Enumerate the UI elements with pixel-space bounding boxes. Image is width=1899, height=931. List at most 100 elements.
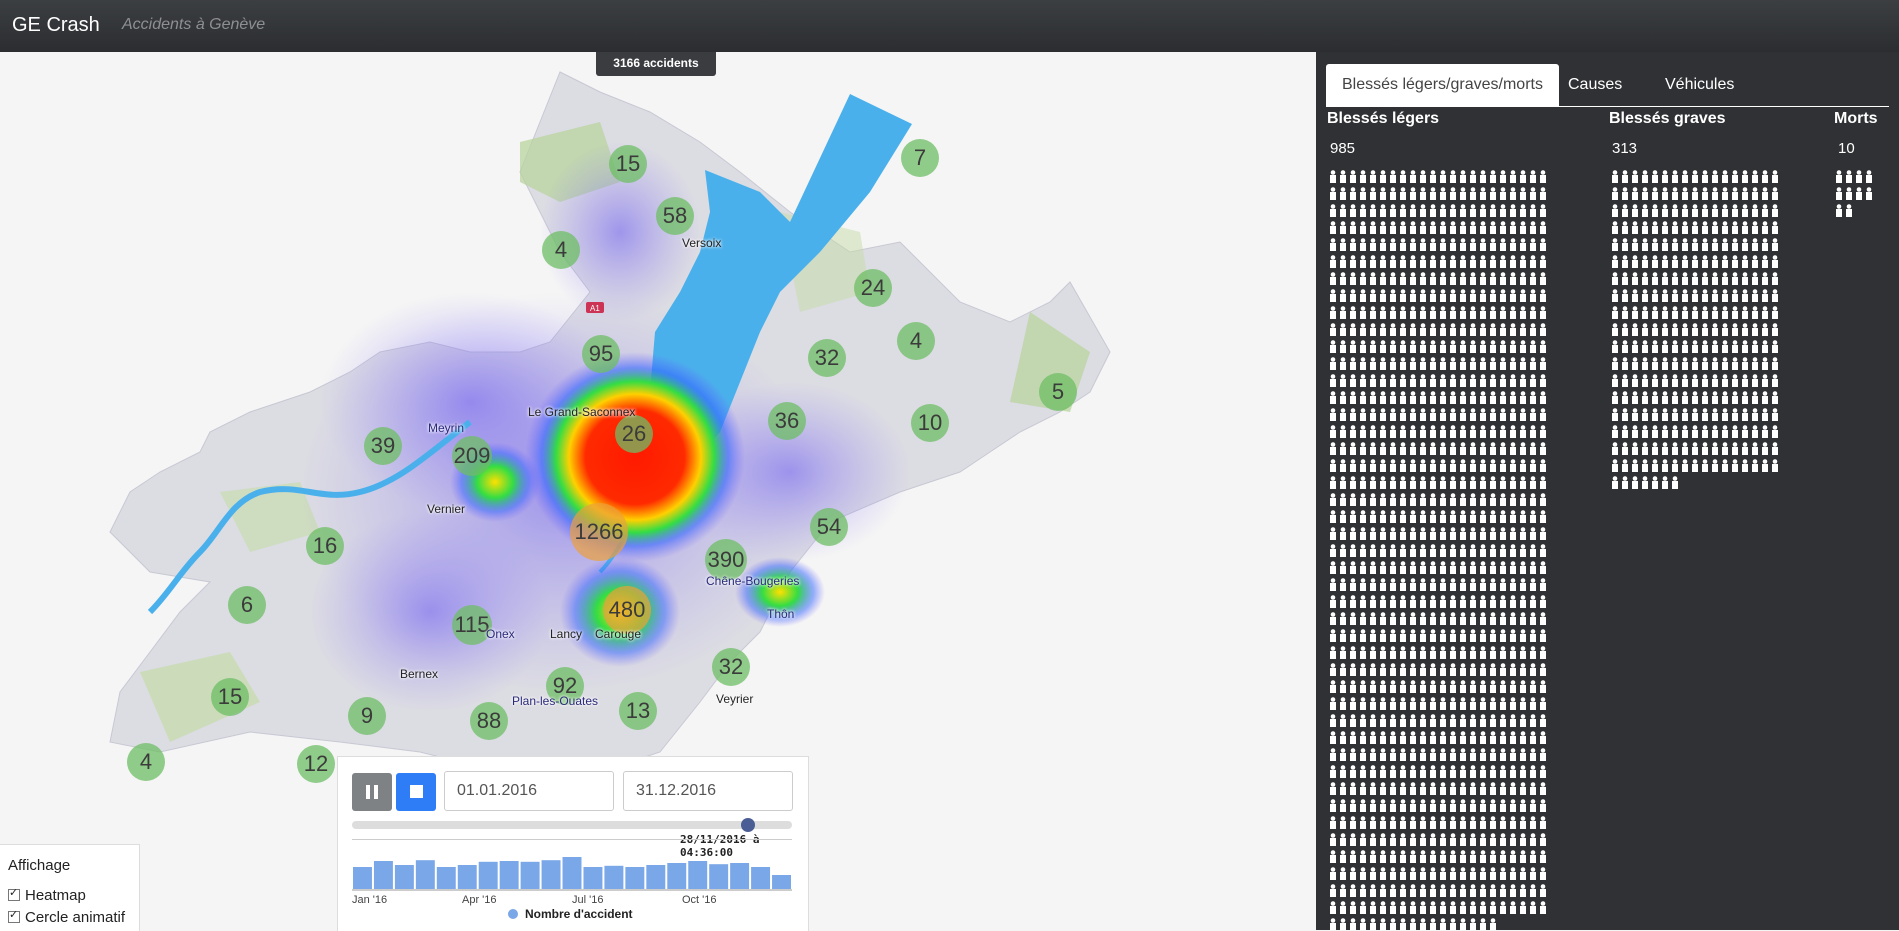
person-icon xyxy=(1480,629,1486,642)
cluster-marker[interactable]: 13 xyxy=(619,692,657,730)
person-icon xyxy=(1510,850,1516,863)
cluster-marker[interactable]: 15 xyxy=(211,678,249,716)
person-icon xyxy=(1420,493,1426,506)
cluster-marker[interactable]: 58 xyxy=(656,197,694,235)
person-icon xyxy=(1520,306,1526,319)
person-icon xyxy=(1500,221,1506,234)
tab-injuries[interactable]: Blessés légers/graves/morts xyxy=(1326,64,1559,106)
person-icon xyxy=(1400,663,1406,676)
heatmap-option[interactable]: Heatmap xyxy=(8,886,86,904)
tab-causes[interactable]: Causes xyxy=(1568,76,1623,93)
person-icon xyxy=(1380,697,1386,710)
person-icon xyxy=(1662,170,1668,183)
person-icon xyxy=(1460,510,1466,523)
person-icon xyxy=(1330,544,1336,557)
cluster-marker[interactable]: 4 xyxy=(542,231,580,269)
person-icon xyxy=(1712,238,1718,251)
cluster-marker[interactable]: 36 xyxy=(768,402,806,440)
person-icon xyxy=(1450,663,1456,676)
person-icon xyxy=(1340,663,1346,676)
person-icon xyxy=(1692,374,1698,387)
cluster-marker[interactable]: 480 xyxy=(603,586,651,634)
person-icon xyxy=(1510,289,1516,302)
person-icon xyxy=(1340,272,1346,285)
circle-option[interactable]: Cercle animatif xyxy=(8,908,125,926)
person-icon xyxy=(1500,697,1506,710)
pause-button[interactable] xyxy=(352,773,392,811)
start-date-input[interactable] xyxy=(444,771,614,811)
cluster-marker[interactable]: 7 xyxy=(901,139,939,177)
cluster-marker[interactable]: 39 xyxy=(364,427,402,465)
person-icon xyxy=(1762,340,1768,353)
person-icon xyxy=(1380,425,1386,438)
person-icon xyxy=(1530,646,1536,659)
cluster-marker[interactable]: 4 xyxy=(897,322,935,360)
person-icon xyxy=(1460,459,1466,472)
cluster-marker[interactable]: 88 xyxy=(470,702,508,740)
cluster-marker[interactable]: 32 xyxy=(712,648,750,686)
person-icon xyxy=(1540,646,1546,659)
person-icon xyxy=(1490,340,1496,353)
cluster-marker[interactable]: 6 xyxy=(228,586,266,624)
cluster-marker[interactable]: 95 xyxy=(582,335,620,373)
person-icon xyxy=(1480,850,1486,863)
cluster-marker[interactable]: 5 xyxy=(1039,373,1077,411)
person-icon xyxy=(1490,187,1496,200)
person-icon xyxy=(1440,493,1446,506)
cluster-marker[interactable]: 92 xyxy=(546,667,584,705)
cluster-marker[interactable]: 4 xyxy=(127,743,165,781)
person-icon xyxy=(1682,221,1688,234)
cluster-marker[interactable]: 54 xyxy=(810,508,848,546)
person-icon xyxy=(1470,612,1476,625)
person-icon xyxy=(1430,204,1436,217)
heatmap-checkbox[interactable] xyxy=(8,886,20,901)
person-icon xyxy=(1350,187,1356,200)
person-icon xyxy=(1682,323,1688,336)
person-icon xyxy=(1410,595,1416,608)
stop-button[interactable] xyxy=(396,773,436,811)
person-icon xyxy=(1722,238,1728,251)
cluster-marker[interactable]: 209 xyxy=(452,436,492,476)
person-icon xyxy=(1520,663,1526,676)
cluster-marker[interactable]: 15 xyxy=(609,145,647,183)
person-icon xyxy=(1440,306,1446,319)
cluster-marker[interactable]: 24 xyxy=(854,269,892,307)
person-icon xyxy=(1520,187,1526,200)
person-icon xyxy=(1350,867,1356,880)
person-icon xyxy=(1520,408,1526,421)
brand[interactable]: GE Crash xyxy=(12,14,100,36)
cluster-marker[interactable]: 32 xyxy=(808,339,846,377)
person-icon xyxy=(1510,221,1516,234)
person-icon xyxy=(1692,408,1698,421)
person-icon xyxy=(1762,459,1768,472)
cluster-marker[interactable]: 1266 xyxy=(570,503,628,561)
cluster-marker[interactable]: 9 xyxy=(348,697,386,735)
map[interactable]: A1 15 7 58 4 24 95 32 4 5 26 36 10 39 209 1266 54 16 390 6… xyxy=(0,52,1316,930)
person-icon xyxy=(1330,187,1336,200)
person-icon xyxy=(1400,901,1406,914)
person-icon xyxy=(1410,442,1416,455)
cluster-marker[interactable]: 26 xyxy=(615,415,653,453)
person-icon xyxy=(1540,816,1546,829)
cluster-marker[interactable]: 390 xyxy=(705,539,747,581)
person-icon xyxy=(1340,493,1346,506)
person-icon xyxy=(1510,561,1516,574)
circle-checkbox[interactable] xyxy=(8,908,20,923)
cluster-marker[interactable]: 115 xyxy=(452,605,492,645)
cluster-marker[interactable]: 16 xyxy=(306,527,344,565)
end-date-input[interactable] xyxy=(623,771,793,811)
person-icon xyxy=(1622,170,1628,183)
person-icon xyxy=(1430,612,1436,625)
person-icon xyxy=(1390,697,1396,710)
tab-vehicles[interactable]: Véhicules xyxy=(1665,76,1735,93)
person-icon xyxy=(1460,442,1466,455)
time-slider-handle[interactable] xyxy=(741,818,755,832)
cluster-marker[interactable]: 10 xyxy=(911,404,949,442)
person-icon xyxy=(1450,391,1456,404)
person-icon xyxy=(1702,391,1708,404)
person-icon xyxy=(1450,612,1456,625)
time-slider[interactable] xyxy=(352,821,792,829)
person-icon xyxy=(1370,799,1376,812)
cluster-marker[interactable]: 12 xyxy=(297,745,335,783)
person-icon xyxy=(1500,187,1506,200)
